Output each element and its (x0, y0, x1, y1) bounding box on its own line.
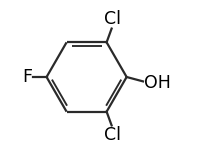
Text: F: F (22, 68, 32, 86)
Text: Cl: Cl (104, 126, 121, 144)
Text: Cl: Cl (104, 10, 121, 28)
Text: OH: OH (144, 74, 171, 92)
